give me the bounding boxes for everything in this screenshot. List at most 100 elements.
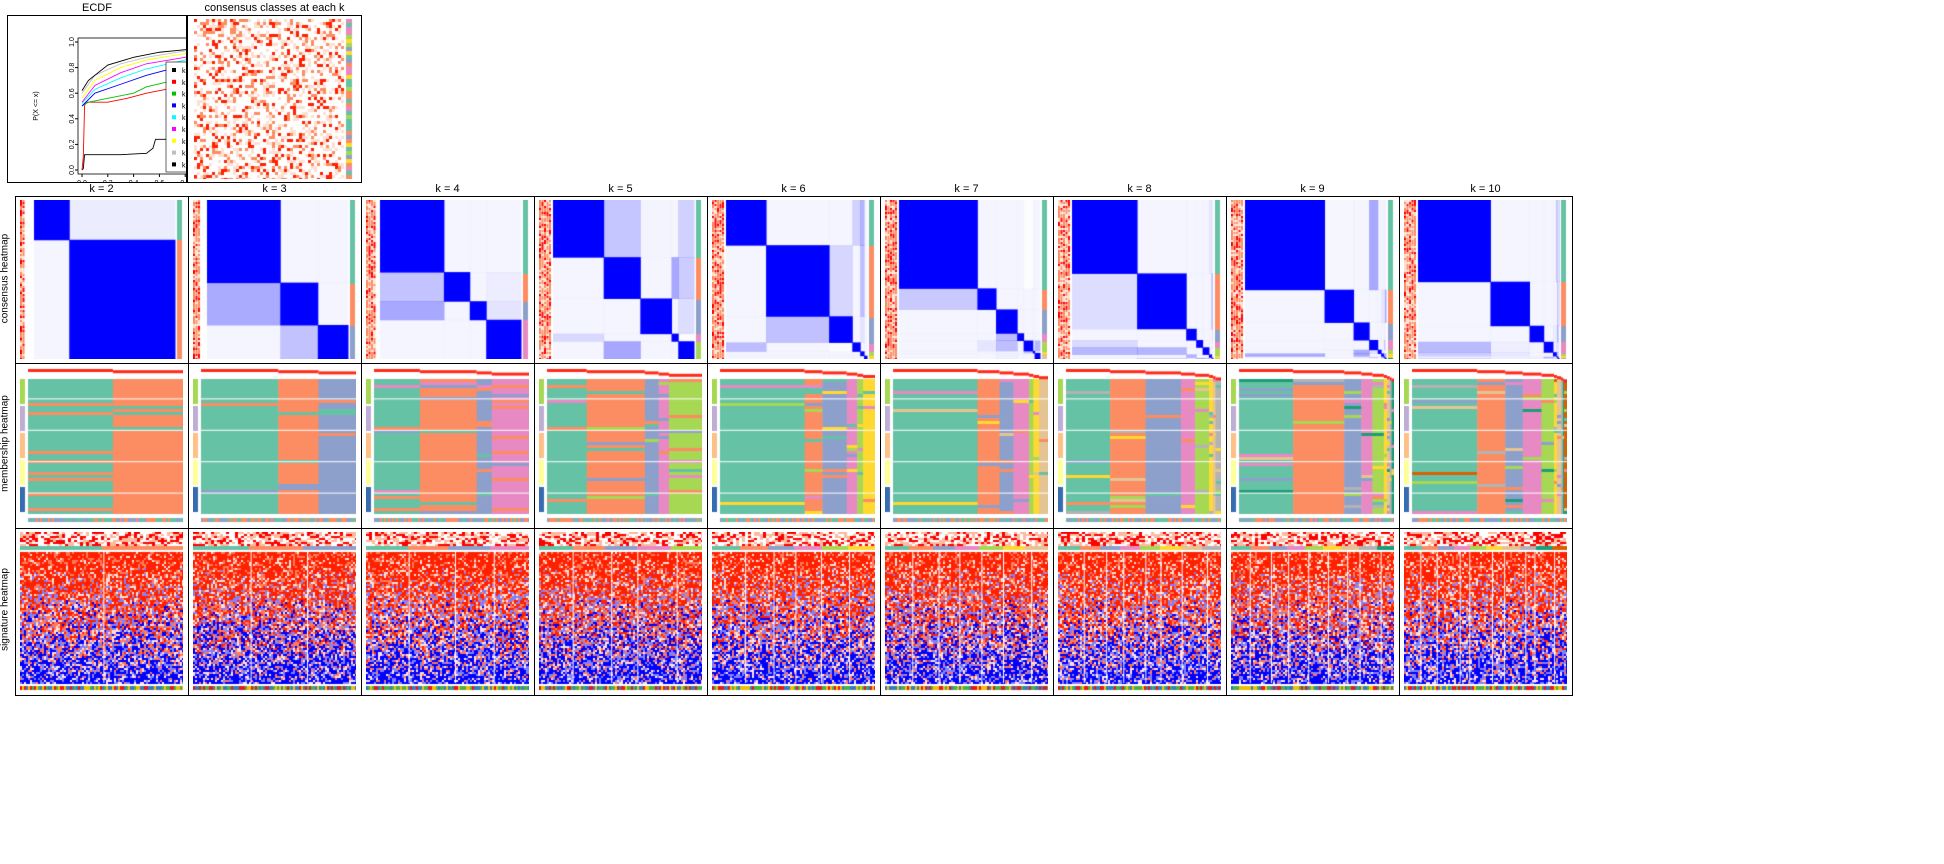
membership-heatmap-panel	[534, 363, 708, 529]
membership-heatmap-panel	[188, 363, 362, 529]
x-tick-label: 0.0	[77, 180, 87, 182]
membership-heatmap	[20, 367, 183, 524]
k-label: k = 7	[954, 183, 979, 195]
signature-heatmap-panel	[707, 528, 881, 696]
y-tick-label: 0.0	[69, 165, 76, 175]
k-label: k = 2	[89, 183, 114, 195]
legend-swatch	[172, 150, 176, 155]
ecdf-line-k7	[81, 56, 186, 103]
membership-heatmap-panel	[1226, 363, 1400, 529]
consensus-heatmap	[20, 200, 183, 359]
legend-swatch	[172, 79, 176, 84]
consensus-heatmap-panel	[361, 196, 535, 364]
membership-heatmap-panel	[1399, 363, 1573, 529]
membership-heatmap-panel	[880, 363, 1054, 529]
k-label: k = 8	[1127, 183, 1152, 195]
legend-swatch	[172, 68, 176, 72]
membership-heatmap	[1058, 367, 1221, 524]
membership-heatmap-panel	[15, 363, 189, 529]
k-label: k = 4	[435, 183, 460, 195]
legend-entry: k = 9	[182, 151, 186, 158]
consensus-heatmap-panel	[1399, 196, 1573, 364]
membership-heatmap	[539, 367, 702, 524]
consensus-heatmap-panel	[188, 196, 362, 364]
legend-entry: k = 7	[182, 127, 186, 134]
x-tick-label: 0.2	[103, 180, 113, 182]
x-tick-label: 0.6	[155, 180, 165, 182]
y-tick-label: 1.0	[69, 37, 76, 47]
legend-entry: k = 2	[182, 68, 186, 75]
classes-title: consensus classes at each k	[204, 2, 345, 14]
k-label: k = 6	[781, 183, 806, 195]
membership-heatmap	[1404, 367, 1567, 524]
membership-heatmap-panel	[361, 363, 535, 529]
k-label: k = 10	[1470, 183, 1501, 195]
consensus-heatmap-panel	[1226, 196, 1400, 364]
ecdf-panel: 0.00.20.40.60.81.00.00.20.40.60.81.0cons…	[7, 15, 187, 183]
consensus-heatmap-panel	[880, 196, 1054, 364]
y-tick-label: 0.6	[69, 88, 76, 98]
membership-heatmap-panel	[707, 363, 881, 529]
x-tick-label: 0.8	[180, 180, 186, 182]
k-label: k = 5	[608, 183, 633, 195]
legend-entry: k = 6	[182, 115, 186, 122]
ecdf-line-k5	[81, 63, 186, 107]
membership-heatmap	[1231, 367, 1394, 524]
signature-heatmap	[1231, 532, 1394, 691]
membership-heatmap	[366, 367, 529, 524]
k-label: k = 3	[262, 183, 287, 195]
legend-entry: k = 8	[182, 139, 186, 146]
signature-heatmap	[1404, 532, 1567, 691]
signature-heatmap-panel	[880, 528, 1054, 696]
consensus-classes-heatmap	[194, 19, 354, 179]
row-label-membership: membership heatmap	[0, 395, 11, 492]
signature-heatmap-panel	[188, 528, 362, 696]
signature-heatmap-panel	[361, 528, 535, 696]
row-label-signature: signature heatmap	[0, 568, 11, 651]
legend-swatch	[172, 115, 176, 120]
membership-heatmap	[193, 367, 356, 524]
y-tick-label: 0.4	[69, 114, 76, 124]
membership-heatmap	[712, 367, 875, 524]
ecdf-chart: 0.00.20.40.60.81.00.00.20.40.60.81.0cons…	[33, 37, 186, 182]
ecdf-line-k10	[81, 48, 186, 91]
signature-heatmap	[193, 532, 356, 691]
consensus-heatmap	[193, 200, 356, 359]
legend-swatch	[172, 103, 176, 108]
y-tick-label: 0.2	[69, 139, 76, 149]
consensus-heatmap	[1058, 200, 1221, 359]
ecdf-title: ECDF	[82, 2, 112, 14]
consensus-heatmap	[885, 200, 1048, 359]
signature-heatmap	[20, 532, 183, 691]
consensus-heatmap	[1404, 200, 1567, 359]
consensus-heatmap	[712, 200, 875, 359]
consensus-heatmap-panel	[15, 196, 189, 364]
consensus-heatmap-panel	[534, 196, 708, 364]
consensus-heatmap-panel	[707, 196, 881, 364]
consensus-heatmap-panel	[1053, 196, 1227, 364]
signature-heatmap-panel	[15, 528, 189, 696]
signature-heatmap	[712, 532, 875, 691]
consensus-heatmap	[366, 200, 529, 359]
x-tick-label: 0.4	[129, 180, 139, 182]
legend-entry: k = 4	[182, 92, 186, 99]
membership-heatmap	[885, 367, 1048, 524]
legend-swatch	[172, 91, 176, 96]
legend-entry: k = 5	[182, 103, 186, 110]
legend-entry: k = 10	[182, 162, 186, 169]
consensus-heatmap	[539, 200, 702, 359]
signature-heatmap	[539, 532, 702, 691]
signature-heatmap	[366, 532, 529, 691]
signature-heatmap-panel	[1399, 528, 1573, 696]
row-label-consensus: consensus heatmap	[0, 233, 11, 324]
y-axis-label: P(X <= x)	[33, 91, 40, 121]
ecdf-line-k3	[81, 84, 186, 171]
ecdf-line-k6	[81, 58, 186, 104]
signature-heatmap	[1058, 532, 1221, 691]
signature-heatmap-panel	[534, 528, 708, 696]
classes-panel	[187, 15, 362, 183]
legend-swatch	[172, 162, 176, 167]
signature-heatmap-panel	[1053, 528, 1227, 696]
y-tick-label: 0.8	[69, 63, 76, 73]
plot-frame	[77, 37, 186, 175]
